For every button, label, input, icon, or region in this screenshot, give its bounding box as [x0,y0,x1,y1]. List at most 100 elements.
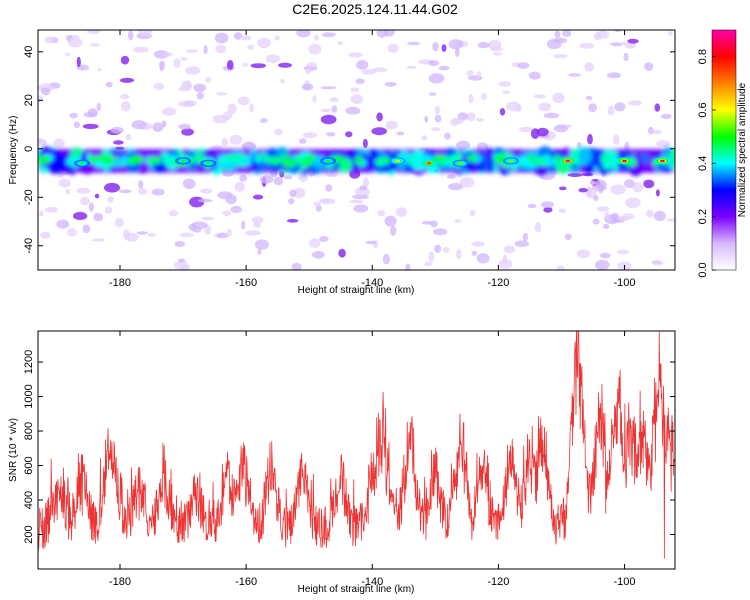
noise-blob [200,188,213,194]
noise-blob [424,261,433,267]
noise-blob [456,140,471,151]
noise-blob [558,208,566,214]
noise-blob [58,178,71,188]
noise-blob [217,191,233,200]
noise-blob [432,42,439,52]
noise-blob [534,222,542,233]
colorbar-tick-label: 0.2 [697,209,709,224]
spectrogram-y-label: Frequency (Hz) [8,116,19,185]
noise-blob [543,206,553,213]
noise-blob [616,216,630,221]
noise-blob [212,114,229,124]
noise-blob [488,39,502,50]
noise-blob [353,204,369,213]
noise-blob [434,105,441,115]
band-segment [668,148,675,168]
noise-blob [481,92,488,101]
y-tick-label: 400 [23,491,35,509]
noise-blob [229,134,243,145]
noise-blob [227,103,237,114]
noise-blob [173,58,181,68]
noise-blob [245,230,261,236]
spectrogram-x-ticks: -180 -160 -140 -120 -100 [109,30,636,289]
noise-blob [382,253,390,265]
noise-blob [138,187,147,195]
band-segment [163,155,175,164]
y-tick-label: 1000 [23,384,35,408]
noise-blob [303,132,318,139]
noise-blob [421,135,428,141]
noise-blob [621,41,627,46]
noise-blob [362,177,369,188]
noise-blob [147,233,156,237]
noise-blob [286,219,299,223]
noise-blob [448,39,464,50]
noise-blob [151,188,165,196]
noise-blob [136,231,148,235]
y-tick-label: 20 [23,94,35,106]
noise-blob [274,35,280,41]
band-segment [240,157,252,166]
noise-blob [345,131,353,138]
noise-blob [226,60,234,70]
x-tick-label: -160 [235,576,257,588]
snr-panel: -180 -160 -140 -120 -100 200 400 600 800 1000 120… [8,330,676,595]
noise-blob [308,44,322,55]
noise-blob [466,112,476,122]
noise-blob [115,217,124,228]
noise-blob [651,129,662,135]
noise-blob [627,38,639,44]
noise-blob [320,86,337,90]
band-segment [487,156,495,173]
band-segment [147,156,163,165]
noise-blob [82,224,91,234]
band-segment [439,159,447,168]
noise-blob [97,68,102,72]
hotspot [325,159,331,163]
noise-blob [432,228,448,236]
noise-blob [325,184,333,192]
noise-blob [274,128,283,136]
noise-blob [579,42,594,49]
noise-blob [498,81,511,87]
hotspot [395,159,400,163]
noise-blob [387,43,399,53]
noise-blob [90,43,101,47]
noise-blob [595,179,607,190]
noise-blob [193,83,207,93]
noise-blob [177,258,186,263]
noise-blob [350,94,364,104]
noise-blob [113,140,124,145]
noise-blob [447,174,456,179]
noise-blob [567,173,583,177]
noise-blob [384,215,397,227]
noise-blob [354,187,370,196]
noise-blob [222,210,232,217]
noise-blob [293,187,306,199]
noise-blob [153,82,165,90]
y-tick-label: -40 [23,238,35,254]
x-tick-label: -160 [235,277,257,289]
band-segment [313,157,324,166]
y-tick-label: 800 [23,422,35,440]
noise-blob [249,103,255,113]
noise-blob [305,67,312,74]
noise-blob [442,247,450,253]
noise-blob [502,90,511,95]
noise-blob [216,232,229,239]
noise-blob [329,97,340,102]
x-tick-label: -120 [487,576,509,588]
noise-blob [533,94,546,99]
noise-blob [205,76,212,83]
noise-blob [250,63,266,69]
noise-blob [499,108,506,116]
noise-blob [273,176,283,186]
noise-blob [528,71,541,80]
hotspot [565,159,571,163]
noise-blob [653,210,666,222]
noise-blob [350,87,360,92]
noise-blob [94,193,100,199]
noise-blob [468,93,474,104]
noise-blob [543,112,560,119]
noise-blob [259,118,268,123]
